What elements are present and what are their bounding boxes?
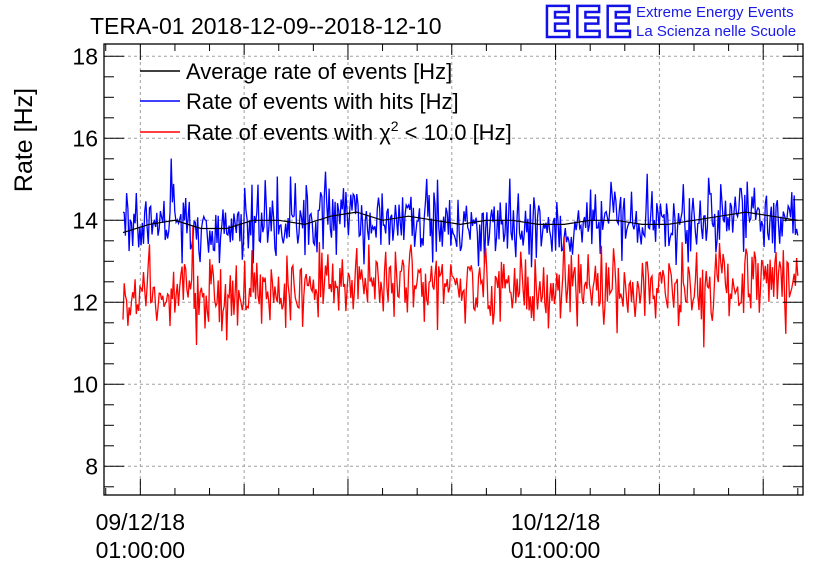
series-chi2-line	[122, 226, 799, 348]
y-tick-label-8: 8	[85, 453, 98, 479]
legend-label-0: Average rate of events [Hz]	[186, 59, 452, 84]
y-tick-label-16: 16	[72, 125, 98, 151]
logo-line-1: Extreme Energy Events	[636, 4, 794, 21]
eee-logo-text: Extreme Energy Events La Scienza nelle S…	[636, 3, 796, 41]
plot-frame	[103, 43, 804, 496]
x-tick-label-time-1: 01:00:00	[511, 537, 601, 563]
y-axis-label: Rate [Hz]	[10, 88, 38, 192]
chart-title: TERA-01 2018-12-09--2018-12-10	[90, 13, 442, 39]
logo-line-2: La Scienza nelle Scuole	[636, 23, 797, 40]
legend-label-2: Rate of events with χ2 < 10.0 [Hz]	[186, 118, 512, 145]
y-tick-label-10: 10	[72, 371, 98, 397]
y-tick-label-12: 12	[72, 289, 98, 315]
x-tick-label-time-0: 01:00:00	[96, 537, 186, 563]
series-average-line	[122, 211, 798, 234]
x-tick-label-date-0: 09/12/18	[96, 509, 186, 535]
y-tick-label-14: 14	[72, 207, 98, 233]
legend-label-1: Rate of events with hits [Hz]	[186, 89, 459, 114]
x-tick-label-date-1: 10/12/18	[511, 509, 601, 535]
y-tick-label-18: 18	[72, 43, 98, 69]
series-hits-line	[122, 158, 799, 268]
eee-logo-mark: EEE	[542, 0, 635, 48]
